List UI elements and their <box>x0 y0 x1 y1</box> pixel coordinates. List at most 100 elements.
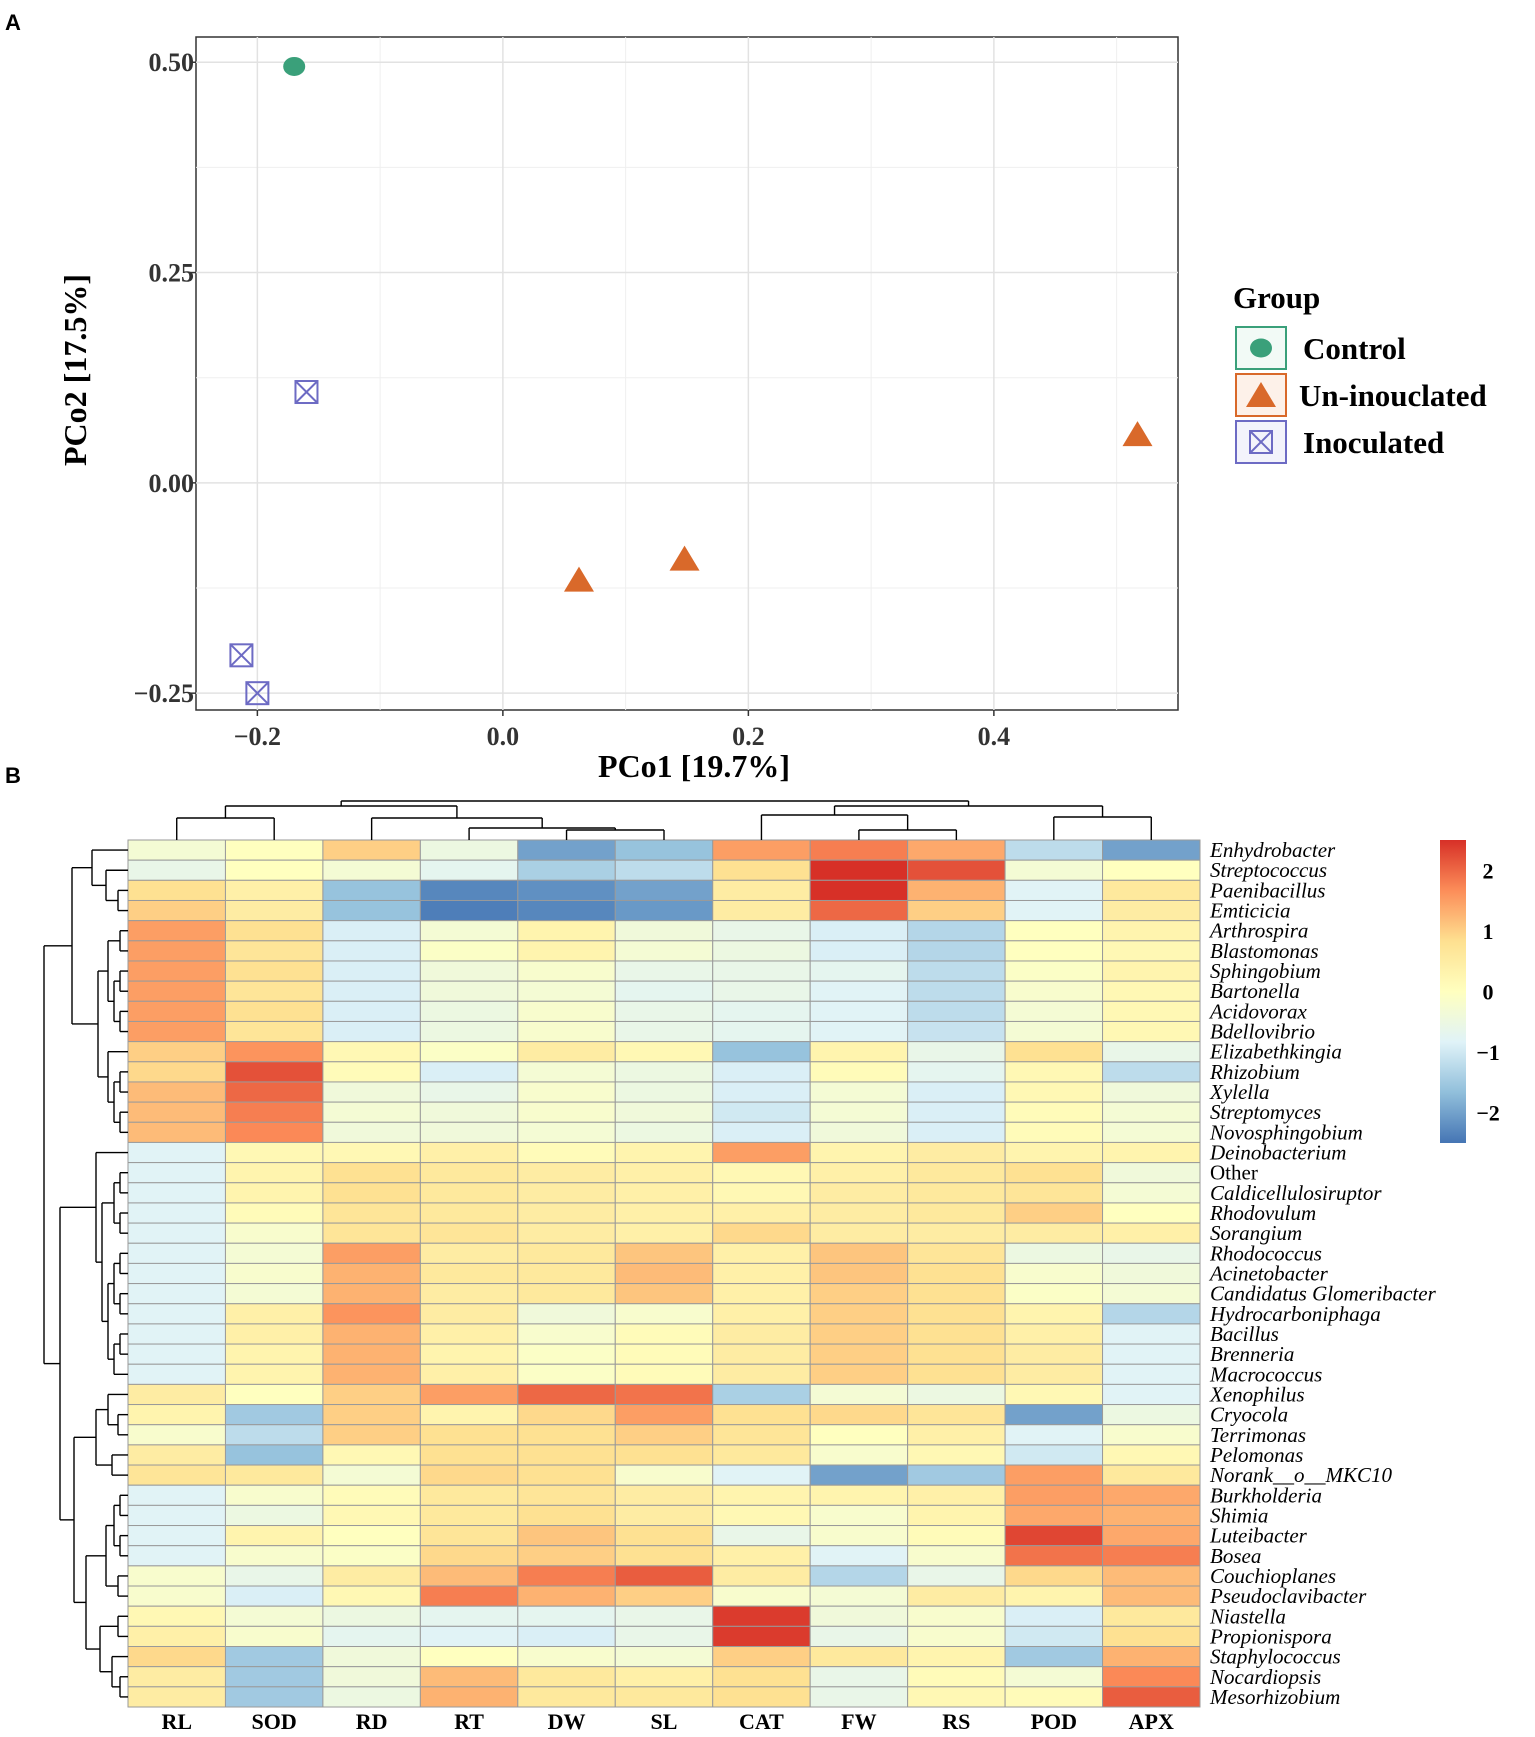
row-label: Mesorhizobium <box>1209 1685 1340 1709</box>
heatmap-cell <box>224 1605 324 1627</box>
heatmap-cell <box>419 940 519 962</box>
legend-marker <box>1246 382 1276 407</box>
heatmap-cell <box>712 1262 811 1285</box>
heatmap-cell <box>224 1625 324 1648</box>
row-label: Paenibacillus <box>1209 878 1325 902</box>
heatmap-cell <box>517 1666 616 1688</box>
y-tick-labels: −0.25 0.00 0.25 0.50 <box>134 48 196 708</box>
heatmap-cell <box>322 1283 421 1305</box>
heatmap-cell <box>1004 1262 1104 1285</box>
heatmap-cell <box>224 1424 324 1446</box>
heatmap-cell <box>127 1625 226 1648</box>
heatmap-cell <box>907 1020 1006 1043</box>
heatmap-cell <box>517 1504 616 1527</box>
heatmap-cell <box>419 1182 519 1204</box>
heatmap-cell <box>809 1605 909 1627</box>
heatmap-cell <box>809 1323 909 1345</box>
heatmap-cell <box>907 1182 1006 1204</box>
heatmap-cell <box>127 1061 226 1083</box>
heatmap-cell <box>419 980 519 1002</box>
heatmap-cell <box>1004 1343 1104 1365</box>
heatmap-cell <box>322 1101 421 1123</box>
heatmap-cell <box>907 899 1006 922</box>
heatmap-cell <box>907 859 1006 881</box>
x-tick-label: 0.2 <box>732 722 765 751</box>
heatmap-cell <box>809 1101 909 1123</box>
row-label: Other <box>1210 1161 1258 1185</box>
heatmap-cell <box>809 940 909 962</box>
heatmap-cell <box>127 1323 226 1345</box>
heatmap-cell <box>1102 1000 1201 1022</box>
heatmap-cell <box>127 1202 226 1224</box>
heatmap-cell <box>907 1101 1006 1123</box>
heatmap-cell <box>712 1242 811 1264</box>
heatmap-cell <box>224 1545 324 1567</box>
row-label: Hydrocarboniphaga <box>1209 1302 1381 1326</box>
heatmap-cell <box>224 1525 324 1547</box>
heatmap-cell <box>1004 839 1104 861</box>
heatmap-cell <box>419 879 519 901</box>
heatmap-cell <box>1004 1565 1104 1587</box>
heatmap-cell <box>322 839 421 861</box>
heatmap-cell <box>1102 1504 1201 1527</box>
heatmap-cell <box>322 1666 421 1688</box>
heatmap-cell <box>1102 1646 1201 1668</box>
heatmap-cell <box>517 1625 616 1648</box>
heatmap-cell <box>127 1343 226 1365</box>
heatmap-cell <box>127 1141 226 1164</box>
marker-cross <box>245 681 270 705</box>
heatmap-cell <box>712 1283 811 1305</box>
heatmap-cell <box>809 1383 909 1406</box>
point-inoculated <box>294 380 319 405</box>
heatmap-cell <box>1004 1646 1104 1668</box>
heatmap-cell <box>712 940 811 962</box>
heatmap-cell <box>614 1686 714 1708</box>
heatmap-cell <box>1004 879 1104 901</box>
heatmap-cell <box>322 1525 421 1547</box>
heatmap-cell <box>127 1041 226 1063</box>
row-label: Pseudoclavibacter <box>1209 1584 1367 1608</box>
heatmap-cell <box>419 1121 519 1143</box>
heatmap-cell <box>322 1484 421 1506</box>
heatmap-cell <box>712 1504 811 1527</box>
heatmap-cell <box>1004 859 1104 881</box>
heatmap-cell <box>322 1504 421 1527</box>
heatmap-cell <box>419 899 519 922</box>
heatmap-cell <box>712 1585 811 1607</box>
heatmap-cell <box>517 1343 616 1365</box>
heatmap-cell <box>614 940 714 962</box>
heatmap-cell <box>907 940 1006 962</box>
heatmap-cell <box>1004 1202 1104 1224</box>
heatmap-cell <box>809 1041 909 1063</box>
heatmap-cell <box>127 1585 226 1607</box>
heatmap-cell <box>1102 859 1201 881</box>
heatmap-cell <box>1102 1182 1201 1204</box>
heatmap-cell <box>1102 1383 1201 1406</box>
heatmap-cell <box>809 1504 909 1527</box>
heatmap-cell <box>614 1424 714 1446</box>
heatmap-cell <box>907 1646 1006 1668</box>
heatmap-cell <box>907 1041 1006 1063</box>
heatmap-cell <box>1102 1343 1201 1365</box>
heatmap-cell <box>712 1041 811 1063</box>
heatmap-cell <box>809 1061 909 1083</box>
heatmap-cell <box>614 1666 714 1688</box>
heatmap-cell <box>322 1383 421 1406</box>
heatmap-cell <box>517 1202 616 1224</box>
heatmap-cell <box>517 1323 616 1345</box>
heatmap-cell <box>712 1424 811 1446</box>
heatmap-cell <box>809 1625 909 1648</box>
heatmap-cell <box>712 839 811 861</box>
heatmap-cell <box>224 1162 324 1184</box>
heatmap-cell <box>419 1424 519 1446</box>
heatmap-cell <box>1102 1545 1201 1567</box>
heatmap-cell <box>127 1182 226 1204</box>
heatmap-cell <box>1102 920 1201 942</box>
row-label: Novosphingobium <box>1209 1120 1363 1144</box>
heatmap-cell <box>419 920 519 942</box>
heatmap-cell <box>614 980 714 1002</box>
heatmap-cell <box>809 1464 909 1486</box>
heatmap-cell <box>907 1484 1006 1506</box>
heatmap-cell <box>712 1121 811 1143</box>
row-label: Candidatus Glomeribacter <box>1210 1282 1437 1306</box>
